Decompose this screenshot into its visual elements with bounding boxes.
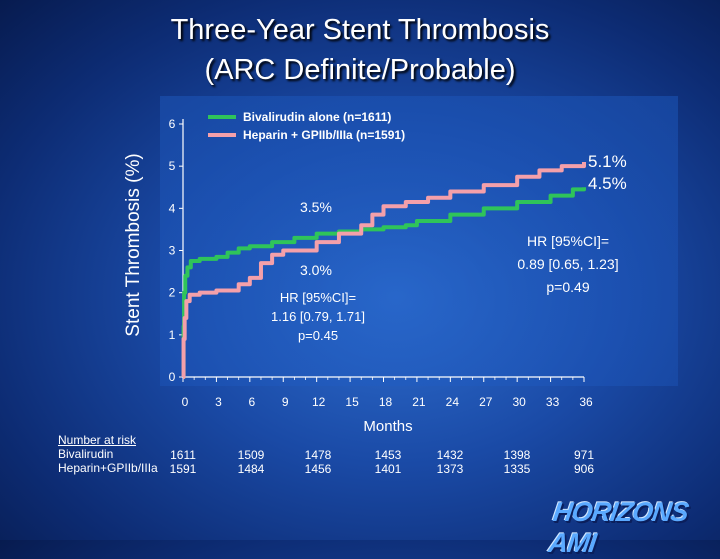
plot-area — [160, 96, 678, 386]
risk-row-label-bivalirudin: Bivalirudin — [58, 447, 114, 461]
annotation-value-3: 3.0% — [300, 262, 332, 278]
risk-table-cell: 1398 — [503, 448, 531, 462]
y-tick-label: 2 — [169, 286, 176, 300]
x-tick-label: 33 — [546, 395, 560, 409]
risk-table-cell: 1335 — [503, 462, 531, 476]
risk-table-cell: 1401 — [374, 462, 402, 476]
x-tick-label: 12 — [312, 395, 326, 409]
x-tick-label: 3 — [215, 395, 222, 409]
y-tick-label: 1 — [169, 328, 176, 342]
x-tick-label: 18 — [379, 395, 393, 409]
risk-table-cell: 971 — [573, 448, 595, 462]
x-tick-label: 0 — [182, 395, 189, 409]
hr-annotation-line: 1.16 [0.79, 1.71] — [271, 309, 365, 324]
series-line-0 — [181, 187, 586, 379]
risk-table-cell: 1611 — [170, 448, 196, 462]
y-axis-label: Stent Thrombosis (%) — [123, 153, 144, 336]
x-tick-label: 15 — [345, 395, 359, 409]
x-tick-label: 9 — [282, 395, 289, 409]
annotation-value-2: 3.5% — [300, 199, 332, 215]
slide-title-line2: (ARC Definite/Probable) — [204, 54, 516, 86]
x-axis-label: Months — [363, 418, 412, 435]
y-tick-label: 6 — [169, 117, 176, 131]
legend-label-0: Bivalirudin alone (n=1611) — [243, 110, 391, 124]
risk-table-cell: 1432 — [436, 448, 464, 462]
risk-table-cell: 906 — [573, 462, 595, 476]
legend-label-1: Heparin + GPIIb/IIIa (n=1591) — [243, 128, 405, 142]
risk-table-cell: 1484 — [237, 462, 265, 476]
risk-table-cell: 1509 — [237, 448, 265, 462]
slide-title-line1: Three-Year Stent Thrombosis — [170, 14, 550, 46]
hr-annotation-line: p=0.45 — [298, 328, 338, 343]
risk-table-cell: 1478 — [304, 448, 332, 462]
annotation-value-0: 5.1% — [588, 152, 627, 171]
y-tick-label: 3 — [169, 244, 176, 258]
y-tick-label: 0 — [169, 370, 176, 384]
risk-table-cell: 1591 — [169, 462, 197, 476]
x-tick-label: 27 — [479, 395, 493, 409]
y-tick-label: 5 — [169, 159, 176, 173]
hr-annotation-line: HR [95%CI]= — [527, 233, 609, 249]
series-line-1 — [181, 161, 586, 379]
x-tick-label: 30 — [512, 395, 526, 409]
x-tick-label: 36 — [579, 395, 593, 409]
risk-row-label-heparin: Heparin+GPIIb/IIIa — [58, 461, 158, 475]
x-tick-label: 24 — [446, 395, 460, 409]
x-tick-label: 21 — [412, 395, 426, 409]
risk-table-cell: 1456 — [304, 462, 332, 476]
annotation-value-1: 4.5% — [588, 174, 627, 193]
risk-table-cell: 1453 — [374, 448, 402, 462]
hr-annotation-line: p=0.49 — [546, 279, 589, 295]
hr-annotation-line: 0.89 [0.65, 1.23] — [517, 256, 618, 272]
risk-table-title: Number at risk — [58, 433, 137, 447]
horizons-ami-logo: HORIZONS AMI — [546, 497, 690, 558]
y-tick-label: 4 — [169, 201, 176, 215]
x-tick-label: 6 — [248, 395, 255, 409]
risk-table-cell: 1373 — [436, 462, 464, 476]
hr-annotation-line: HR [95%CI]= — [280, 290, 356, 305]
